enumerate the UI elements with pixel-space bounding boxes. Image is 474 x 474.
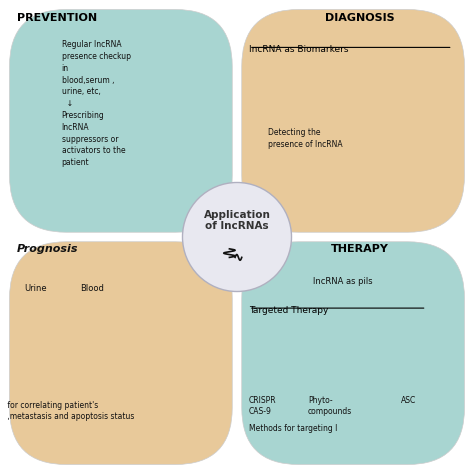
Text: Urine: Urine (24, 284, 47, 293)
Text: DIAGNOSIS: DIAGNOSIS (326, 13, 395, 23)
Text: Detecting the
presence of lncRNA: Detecting the presence of lncRNA (268, 128, 342, 149)
FancyBboxPatch shape (9, 242, 232, 465)
Text: Blood: Blood (81, 284, 104, 293)
Text: Targeted Therapy: Targeted Therapy (249, 306, 328, 315)
Text: Application
of lncRNAs: Application of lncRNAs (203, 210, 271, 231)
FancyBboxPatch shape (242, 242, 465, 465)
FancyBboxPatch shape (9, 9, 232, 232)
Text: THERAPY: THERAPY (331, 244, 389, 254)
Text: lncRNA as Biomarkers: lncRNA as Biomarkers (249, 45, 348, 54)
Text: lncRNA as pils: lncRNA as pils (313, 277, 373, 286)
Circle shape (182, 182, 292, 292)
Text: CRISPR
CAS-9: CRISPR CAS-9 (249, 396, 276, 416)
Text: Methods for targeting l: Methods for targeting l (249, 424, 337, 433)
Text: PREVENTION: PREVENTION (17, 13, 97, 23)
Text: Phyto-
compounds: Phyto- compounds (308, 396, 352, 416)
Text: Prognosis: Prognosis (17, 244, 78, 254)
Text: ASC: ASC (401, 396, 416, 405)
Text: for correlating patient's
 ,metastasis and apoptosis status: for correlating patient's ,metastasis an… (5, 401, 134, 421)
FancyBboxPatch shape (242, 9, 465, 232)
Text: Regular lncRNA
presence checkup
in
blood,serum ,
urine, etc,
  ↓
Prescribing
lnc: Regular lncRNA presence checkup in blood… (62, 40, 131, 167)
